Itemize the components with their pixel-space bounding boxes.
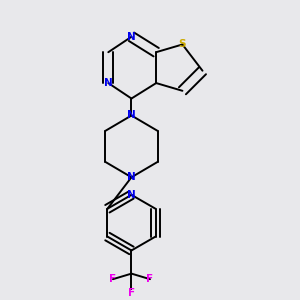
Text: N: N <box>127 172 136 182</box>
Text: F: F <box>128 288 135 298</box>
Text: F: F <box>146 274 154 284</box>
Text: S: S <box>179 40 186 50</box>
Text: N: N <box>127 110 136 121</box>
Text: N: N <box>104 78 113 88</box>
Text: F: F <box>110 274 116 284</box>
Text: N: N <box>127 32 136 42</box>
Text: N: N <box>127 190 136 200</box>
